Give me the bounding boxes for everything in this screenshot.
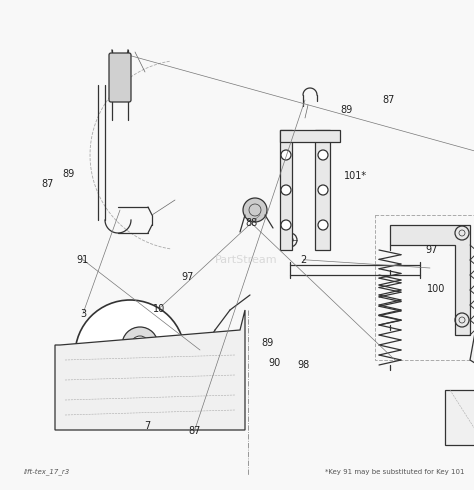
Polygon shape — [445, 390, 474, 445]
Circle shape — [318, 185, 328, 195]
Circle shape — [281, 150, 291, 160]
Polygon shape — [280, 130, 292, 250]
Text: 7: 7 — [144, 421, 150, 431]
Circle shape — [281, 185, 291, 195]
Text: 3: 3 — [80, 309, 86, 318]
Text: 89: 89 — [262, 338, 274, 348]
Text: 97: 97 — [425, 245, 438, 255]
Text: 2: 2 — [300, 255, 307, 265]
Text: 90: 90 — [269, 358, 281, 368]
Text: 87: 87 — [383, 96, 395, 105]
Text: 89: 89 — [340, 105, 352, 115]
Circle shape — [122, 327, 158, 363]
Text: lift-tex_17_r3: lift-tex_17_r3 — [24, 468, 70, 475]
Polygon shape — [55, 310, 245, 430]
Text: 97: 97 — [181, 272, 193, 282]
Circle shape — [318, 220, 328, 230]
Text: 98: 98 — [297, 360, 310, 370]
Polygon shape — [390, 225, 470, 335]
Circle shape — [287, 237, 293, 243]
Circle shape — [318, 150, 328, 160]
Text: 100: 100 — [427, 284, 445, 294]
Text: 89: 89 — [63, 169, 75, 179]
Text: 101*: 101* — [344, 172, 367, 181]
Circle shape — [131, 336, 149, 354]
Text: PartStream: PartStream — [215, 255, 278, 265]
Text: 91: 91 — [77, 255, 89, 265]
Text: *Key 91 may be substituted for Key 101: *Key 91 may be substituted for Key 101 — [325, 469, 465, 475]
Text: 87: 87 — [41, 179, 54, 189]
Polygon shape — [470, 270, 474, 385]
Polygon shape — [280, 130, 340, 142]
Text: 88: 88 — [245, 218, 257, 228]
Circle shape — [281, 220, 291, 230]
Text: 87: 87 — [188, 426, 201, 436]
Circle shape — [243, 198, 267, 222]
Text: 10: 10 — [153, 304, 165, 314]
FancyBboxPatch shape — [109, 53, 131, 102]
Circle shape — [75, 300, 185, 410]
Polygon shape — [315, 130, 330, 250]
